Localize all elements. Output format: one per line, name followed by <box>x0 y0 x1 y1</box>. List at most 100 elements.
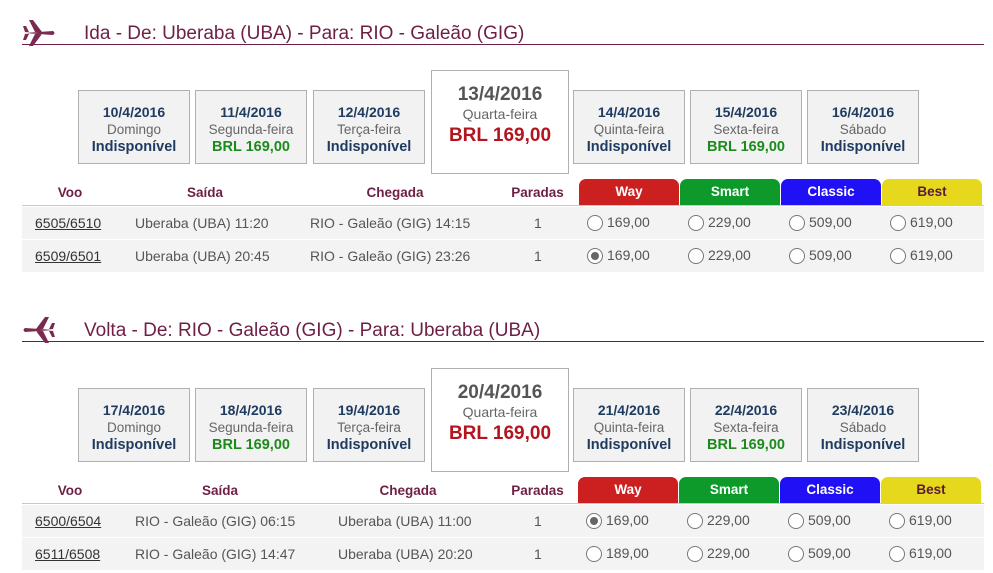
date-option-16-4[interactable]: 16/4/2016 Sábado Indisponível <box>807 90 919 164</box>
weekday: Sexta-feira <box>713 122 779 137</box>
weekday: Sexta-feira <box>713 420 779 435</box>
fare-price-smart: 229,00 <box>708 214 751 230</box>
date-option-21-4[interactable]: 21/4/2016 Quinta-feira Indisponível <box>573 388 685 462</box>
header-divider <box>22 503 984 504</box>
fare-price-smart: 229,00 <box>708 247 751 263</box>
col-header-arrival: Chegada <box>379 483 437 498</box>
fare-tab-best[interactable]: Best <box>882 179 982 205</box>
fare-radio-smart[interactable] <box>688 215 704 231</box>
price: Indisponível <box>820 437 906 453</box>
price: BRL 169,00 <box>448 423 552 444</box>
departure: Uberaba (UBA) 20:45 <box>135 248 270 264</box>
date-option-20-4-selected[interactable]: 20/4/2016 Quarta-feira BRL 169,00 <box>431 368 569 472</box>
fare-radio-way[interactable] <box>587 215 603 231</box>
fare-price-way: 169,00 <box>607 214 650 230</box>
date-option-19-4[interactable]: 19/4/2016 Terça-feira Indisponível <box>313 388 425 462</box>
date: 14/4/2016 <box>597 104 661 120</box>
date-option-23-4[interactable]: 23/4/2016 Sábado Indisponível <box>807 388 919 462</box>
fare-radio-best[interactable] <box>889 513 905 529</box>
flight-number-link[interactable]: 6505/6510 <box>35 215 102 231</box>
fare-price-best: 619,00 <box>909 512 952 528</box>
price: Indisponível <box>326 437 412 453</box>
date-option-17-4[interactable]: 17/4/2016 Domingo Indisponível <box>78 388 190 462</box>
flight-row: 6505/6510 Uberaba (UBA) 11:20 RIO - Gale… <box>22 207 984 239</box>
weekday: Sábado <box>839 420 887 435</box>
fare-radio-way-selected[interactable] <box>587 248 603 264</box>
fare-price-best: 619,00 <box>909 545 952 561</box>
date: 20/4/2016 <box>457 382 543 403</box>
fare-radio-best[interactable] <box>890 248 906 264</box>
flight-number-link[interactable]: 6509/6501 <box>35 248 102 264</box>
fare-radio-classic[interactable] <box>788 546 804 562</box>
date: 10/4/2016 <box>102 104 166 120</box>
fare-radio-classic[interactable] <box>789 215 805 231</box>
fare-tab-smart[interactable]: Smart <box>679 477 779 503</box>
date: 18/4/2016 <box>219 402 283 418</box>
fare-radio-smart[interactable] <box>688 248 704 264</box>
fare-price-classic: 509,00 <box>808 512 851 528</box>
date: 16/4/2016 <box>831 104 895 120</box>
plane-icon <box>23 317 55 343</box>
fare-price-way: 169,00 <box>606 512 649 528</box>
fare-radio-best[interactable] <box>889 546 905 562</box>
flight-row: 6511/6508 RIO - Galeão (GIG) 14:47 Ubera… <box>22 538 984 570</box>
fare-radio-smart[interactable] <box>687 546 703 562</box>
price: BRL 169,00 <box>707 437 785 453</box>
col-header-departure: Saída <box>201 483 239 498</box>
col-header-stops: Paradas <box>511 185 564 200</box>
fare-radio-way[interactable] <box>586 546 602 562</box>
arrival: Uberaba (UBA) 11:00 <box>338 513 472 529</box>
return-header: Volta - De: RIO - Galeão (GIG) - Para: U… <box>22 317 984 343</box>
date-option-18-4[interactable]: 18/4/2016 Segunda-feira BRL 169,00 <box>195 388 307 462</box>
fare-tab-classic[interactable]: Classic <box>780 477 880 503</box>
fare-price-classic: 509,00 <box>809 214 852 230</box>
fare-radio-classic[interactable] <box>788 513 804 529</box>
date: 15/4/2016 <box>714 104 778 120</box>
fare-price-way: 189,00 <box>606 545 649 561</box>
price: Indisponível <box>91 437 177 453</box>
fare-price-classic: 509,00 <box>809 247 852 263</box>
fare-radio-best[interactable] <box>890 215 906 231</box>
weekday: Quinta-feira <box>593 420 665 435</box>
col-header-flight: Voo <box>57 483 83 498</box>
flight-number-link[interactable]: 6500/6504 <box>35 513 102 529</box>
date-option-22-4[interactable]: 22/4/2016 Sexta-feira BRL 169,00 <box>690 388 802 462</box>
fare-radio-way-selected[interactable] <box>586 513 602 529</box>
date-option-11-4[interactable]: 11/4/2016 Segunda-feira BRL 169,00 <box>195 90 307 164</box>
weekday: Quarta-feira <box>462 404 538 420</box>
arrival: Uberaba (UBA) 20:20 <box>338 546 473 562</box>
col-header-stops: Paradas <box>511 483 564 498</box>
date-option-14-4[interactable]: 14/4/2016 Quinta-feira Indisponível <box>573 90 685 164</box>
price: Indisponível <box>91 139 177 155</box>
departure: RIO - Galeão (GIG) 14:47 <box>135 546 296 562</box>
stops: 1 <box>534 513 542 529</box>
price: BRL 169,00 <box>212 139 290 155</box>
date-option-13-4-selected[interactable]: 13/4/2016 Quarta-feira BRL 169,00 <box>431 70 569 174</box>
fare-price-best: 619,00 <box>910 247 953 263</box>
flight-number-link[interactable]: 6511/6508 <box>35 546 101 562</box>
arrival: RIO - Galeão (GIG) 14:15 <box>310 215 471 231</box>
header-divider <box>22 205 984 206</box>
fare-price-way: 169,00 <box>607 247 650 263</box>
fare-price-smart: 229,00 <box>707 512 750 528</box>
date: 12/4/2016 <box>337 104 401 120</box>
price: BRL 169,00 <box>707 139 785 155</box>
fare-tab-classic[interactable]: Classic <box>781 179 881 205</box>
fare-tab-way[interactable]: Way <box>579 179 679 205</box>
fare-radio-classic[interactable] <box>789 248 805 264</box>
stops: 1 <box>534 248 542 264</box>
date: 21/4/2016 <box>597 402 661 418</box>
date-option-12-4[interactable]: 12/4/2016 Terça-feira Indisponível <box>313 90 425 164</box>
fare-price-smart: 229,00 <box>707 545 750 561</box>
weekday: Terça-feira <box>337 122 401 137</box>
fare-tab-best[interactable]: Best <box>881 477 981 503</box>
fare-price-classic: 509,00 <box>808 545 851 561</box>
fare-radio-smart[interactable] <box>687 513 703 529</box>
date-option-15-4[interactable]: 15/4/2016 Sexta-feira BRL 169,00 <box>690 90 802 164</box>
fare-tab-smart[interactable]: Smart <box>680 179 780 205</box>
stops: 1 <box>534 546 542 562</box>
fare-tab-way[interactable]: Way <box>578 477 678 503</box>
weekday: Terça-feira <box>337 420 401 435</box>
date-option-10-4[interactable]: 10/4/2016 Domingo Indisponível <box>78 90 190 164</box>
departure: Uberaba (UBA) 11:20 <box>135 215 269 231</box>
